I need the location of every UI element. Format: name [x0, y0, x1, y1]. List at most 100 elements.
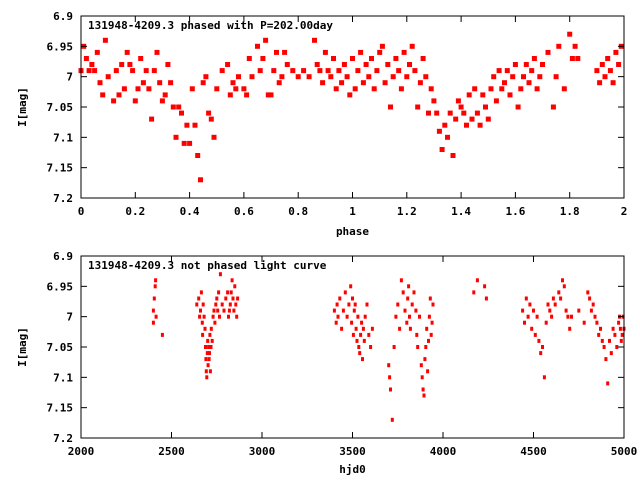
- data-point: [197, 296, 201, 301]
- data-point: [219, 68, 225, 74]
- data-point: [306, 74, 312, 80]
- data-point: [113, 68, 119, 74]
- data-point: [345, 314, 349, 319]
- plot-frame: [80, 15, 625, 199]
- data-point: [556, 43, 562, 49]
- data-point: [246, 56, 252, 61]
- data-point: [615, 345, 619, 349]
- data-point: [551, 296, 555, 301]
- y-tick-label: 6.9: [53, 250, 73, 263]
- data-point: [419, 363, 423, 368]
- data-point: [317, 68, 323, 74]
- data-point: [89, 62, 95, 67]
- data-point: [92, 68, 98, 74]
- data-point: [362, 338, 366, 343]
- data-point: [344, 74, 350, 80]
- data-point: [173, 134, 179, 140]
- data-point: [533, 332, 537, 337]
- data-point: [349, 284, 353, 289]
- data-point: [620, 332, 624, 337]
- data-point: [204, 369, 208, 374]
- y-tick-label: 7: [66, 71, 73, 84]
- data-point: [314, 62, 320, 67]
- data-point: [361, 326, 365, 331]
- data-point: [365, 302, 369, 307]
- y-axis-label: I[mag]: [16, 327, 29, 367]
- data-point: [146, 86, 152, 92]
- data-point: [561, 278, 564, 283]
- data-point: [152, 296, 156, 301]
- data-point: [356, 314, 360, 319]
- data-point: [431, 98, 437, 104]
- data-point: [604, 357, 608, 362]
- data-point: [331, 56, 336, 61]
- data-point: [464, 122, 469, 128]
- data-point: [355, 68, 361, 74]
- data-point: [370, 326, 374, 331]
- data-point: [602, 74, 608, 80]
- data-point: [426, 110, 431, 116]
- data-point: [428, 86, 434, 92]
- data-point: [209, 326, 213, 331]
- data-point: [526, 80, 532, 86]
- data-point: [154, 314, 158, 319]
- data-point: [271, 68, 277, 74]
- chart-title: 131948-4209.3 phased with P=202.00day: [88, 19, 333, 32]
- data-point: [165, 62, 171, 67]
- data-point: [350, 56, 355, 61]
- data-point: [401, 290, 405, 295]
- data-point: [447, 110, 453, 116]
- data-point: [595, 320, 599, 325]
- data-point: [472, 290, 476, 295]
- data-point: [521, 74, 526, 80]
- data-point: [461, 110, 467, 116]
- data-point: [157, 80, 163, 86]
- data-point: [121, 86, 127, 92]
- data-point: [208, 369, 212, 374]
- data-point: [201, 302, 205, 307]
- x-tick-label: 1.4: [451, 205, 471, 218]
- data-point: [358, 351, 362, 356]
- data-point: [405, 320, 409, 325]
- data-point: [198, 314, 202, 319]
- data-point: [609, 351, 613, 356]
- data-point: [218, 314, 221, 319]
- data-point: [414, 308, 418, 313]
- data-point: [483, 284, 487, 289]
- data-point: [154, 278, 158, 283]
- data-point: [475, 278, 479, 283]
- data-point: [504, 68, 510, 74]
- data-point: [416, 345, 420, 349]
- data-point: [575, 56, 581, 61]
- data-point: [436, 128, 442, 134]
- data-point: [385, 62, 391, 67]
- data-point: [557, 290, 561, 295]
- data-point: [390, 417, 394, 422]
- data-point: [510, 74, 516, 80]
- data-point: [611, 326, 615, 331]
- data-point: [568, 326, 572, 331]
- data-point: [132, 98, 138, 104]
- data-point: [295, 74, 301, 80]
- data-point: [599, 326, 602, 331]
- data-point: [333, 86, 339, 92]
- data-point: [228, 302, 232, 307]
- data-point: [205, 375, 209, 380]
- data-point: [542, 375, 546, 380]
- x-tick-label: 4500: [520, 445, 547, 458]
- data-point: [233, 86, 239, 92]
- data-point: [396, 68, 402, 74]
- data-point: [439, 147, 445, 152]
- data-point: [428, 296, 432, 301]
- data-point: [599, 62, 605, 67]
- data-point: [149, 116, 155, 122]
- y-tick-label: 6.9: [53, 10, 73, 23]
- data-point: [184, 122, 190, 128]
- data-point: [222, 308, 226, 313]
- data-point: [572, 43, 578, 49]
- data-point: [396, 302, 400, 307]
- data-point: [179, 110, 184, 116]
- data-point: [382, 80, 388, 86]
- data-point: [389, 387, 392, 392]
- data-point: [537, 338, 541, 343]
